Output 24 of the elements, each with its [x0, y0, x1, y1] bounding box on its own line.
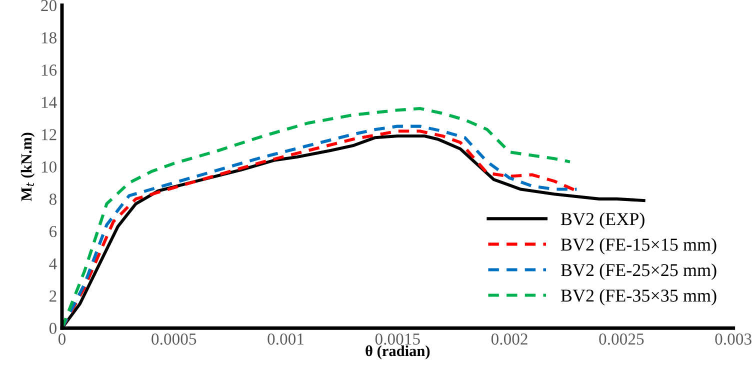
x-tick-label: 0.0025 [599, 333, 644, 345]
y-tick-label: 4 [49, 258, 57, 270]
y-tick-label: 16 [42, 64, 57, 76]
x-tick-label: 0.002 [491, 333, 528, 345]
y-tick-label: 14 [42, 96, 57, 108]
y-tick-label: 18 [42, 32, 56, 44]
x-tick-label: 0.0005 [152, 333, 196, 345]
legend-label: BV2 (FE-25×25 mm) [560, 264, 716, 280]
y-tick-label: 6 [50, 226, 57, 238]
y-tick-label: 2 [50, 290, 56, 302]
legend-label: BV2 (EXP) [560, 212, 644, 229]
y-axis-title: M$_{t}$ (kN.m) [20, 132, 35, 202]
legend-label: BV2 (FE-15×15 mm) [560, 238, 716, 254]
y-tick-label: 20 [41, 0, 56, 12]
x-tick-label: 0 [58, 333, 66, 345]
y-tick-label: 10 [42, 161, 56, 173]
x-tick-label: 0.003 [715, 333, 752, 345]
x-tick-label: 0.001 [268, 333, 304, 345]
legend-label: BV2 (FE-35×35 mm) [560, 289, 716, 306]
y-tick-label: 8 [49, 194, 56, 205]
x-axis-title: θ (radian) [366, 345, 430, 360]
x-tick-label: 0.0015 [375, 333, 420, 345]
y-tick-label: 0 [49, 322, 56, 334]
y-tick-label: 12 [42, 129, 56, 140]
